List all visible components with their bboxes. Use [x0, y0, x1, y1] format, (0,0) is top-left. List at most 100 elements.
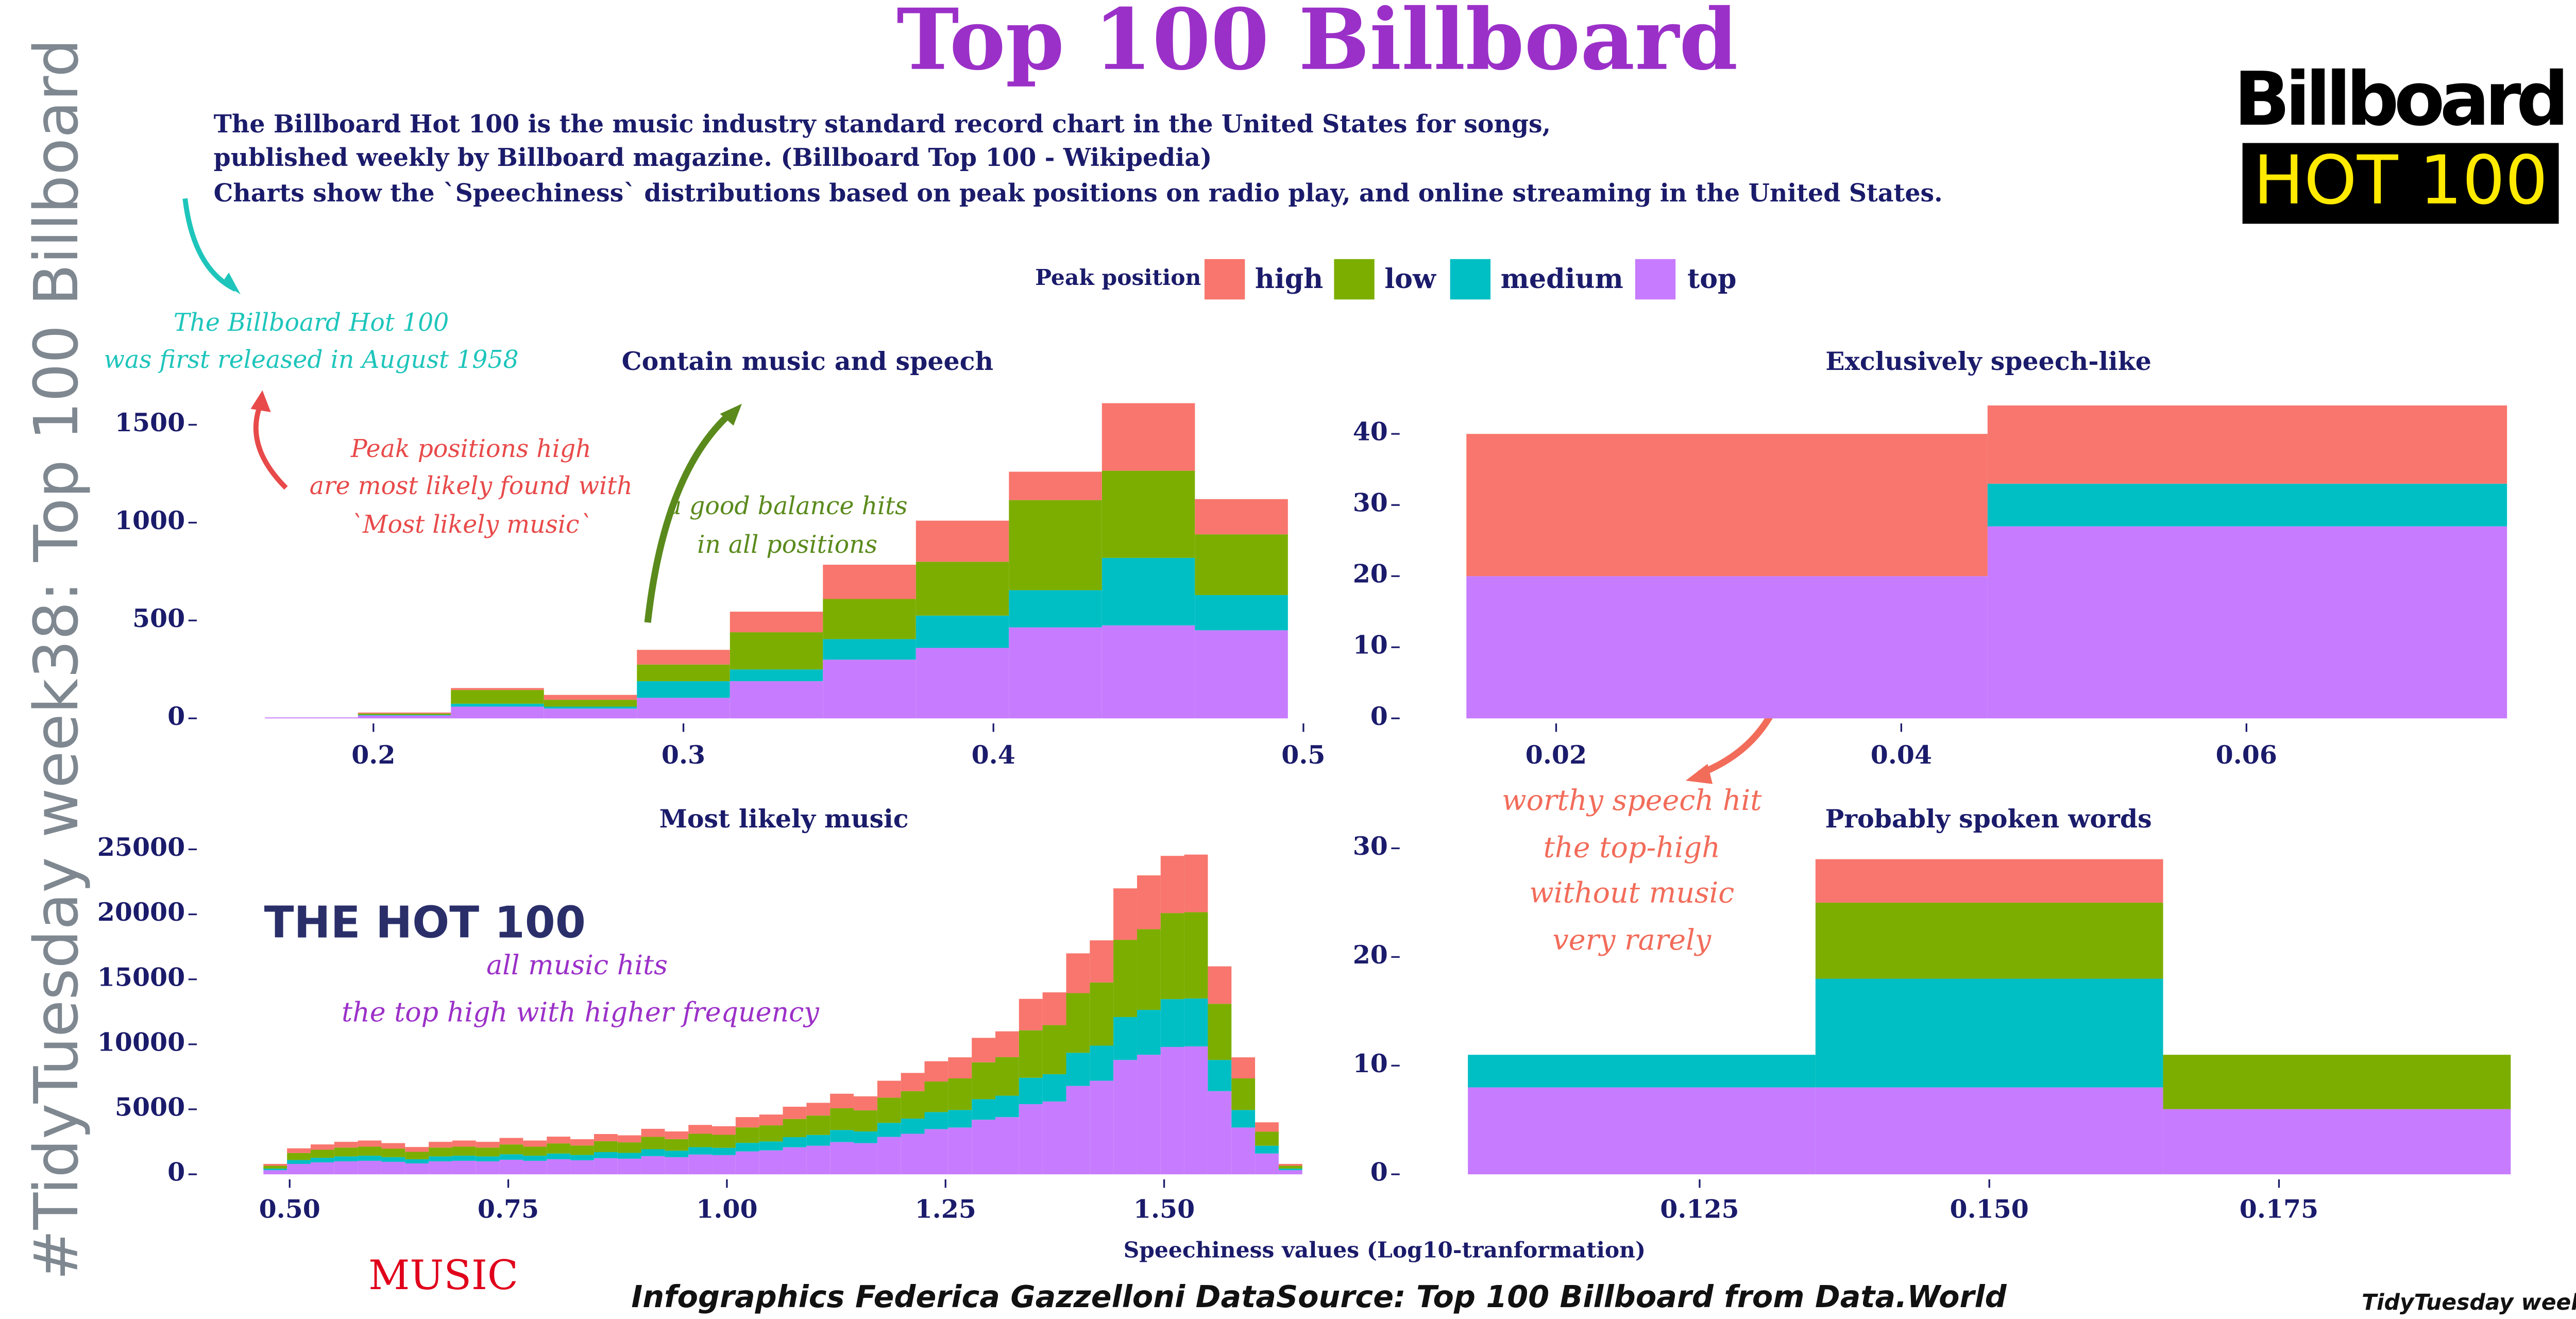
- music-label: MUSIC: [368, 1252, 518, 1299]
- histogram-bar: [1255, 1145, 1279, 1154]
- histogram-bar: [924, 1081, 948, 1112]
- histogram-bar: [665, 1157, 689, 1175]
- histogram-bar: [1101, 557, 1195, 625]
- x-tick-label: 0.3: [662, 740, 705, 770]
- histogram-bar: [310, 1158, 334, 1162]
- histogram-bar: [1815, 1087, 2163, 1175]
- histogram-bar: [405, 1159, 429, 1163]
- histogram-bar: [381, 1157, 405, 1162]
- histogram-bar: [547, 1137, 571, 1144]
- footer: Infographics Federica Gazzelloni DataSou…: [631, 1279, 2007, 1314]
- histogram-bar: [544, 708, 637, 719]
- credit: TidyTuesday week38: [2362, 1290, 2576, 1315]
- x-tick-label: 1.25: [915, 1194, 976, 1224]
- histogram-bar: [523, 1156, 547, 1161]
- x-tick-label: 0.175: [2240, 1194, 2318, 1224]
- histogram-bar: [617, 1153, 641, 1159]
- histogram-bar: [594, 1141, 618, 1153]
- histogram-bar: [730, 632, 823, 670]
- histogram-bar: [1066, 1053, 1090, 1086]
- histogram-bar: [429, 1161, 452, 1175]
- histogram-bar: [641, 1149, 665, 1156]
- histogram-bar: [641, 1137, 665, 1149]
- histogram-bar: [1090, 1080, 1114, 1175]
- hot100-label: THE HOT 100: [264, 897, 586, 948]
- histogram-bar: [1466, 576, 1988, 719]
- histogram-bar: [310, 1144, 334, 1150]
- y-tick-label: 0: [1370, 1157, 1388, 1187]
- annotation-line: a good balance hits: [667, 492, 908, 520]
- histogram-bar: [451, 688, 544, 690]
- histogram-bar: [1184, 998, 1208, 1046]
- histogram-bar: [783, 1147, 807, 1175]
- histogram-bar: [1019, 1104, 1043, 1175]
- histogram-bar: [265, 717, 358, 719]
- histogram-bar: [476, 1147, 500, 1157]
- histogram-bar: [877, 1123, 901, 1137]
- histogram-bar: [972, 1062, 995, 1100]
- histogram-bar: [1042, 1101, 1066, 1175]
- annotation-line: the top high with higher frequency: [342, 997, 820, 1028]
- arrowhead: [1685, 764, 1713, 784]
- panel-title: Exclusively speech-like: [1825, 346, 2151, 376]
- histogram-bar: [358, 1156, 382, 1161]
- histogram-bar: [287, 1164, 311, 1175]
- histogram-bar: [1101, 403, 1195, 471]
- logo-top: Billboard: [2234, 56, 2564, 142]
- y-tick-label: 1500: [115, 408, 185, 437]
- logo-bottom: HOT 100: [2253, 141, 2548, 219]
- histogram-bar: [665, 1139, 689, 1151]
- histogram-bar: [924, 1061, 948, 1082]
- histogram-bar: [1009, 590, 1102, 628]
- histogram-bar: [1208, 1091, 1232, 1175]
- histogram-bar: [854, 1096, 877, 1111]
- legend-swatch: [1635, 259, 1676, 300]
- histogram-bar: [1987, 405, 2507, 484]
- annotation-line: without music: [1529, 876, 1734, 910]
- histogram-bar: [730, 681, 823, 719]
- histogram-bar: [637, 681, 730, 698]
- histogram-bar: [1113, 940, 1137, 1017]
- y-tick-label: 0: [167, 701, 185, 731]
- histogram-bar: [499, 1144, 523, 1155]
- y-tick-label: 15000: [97, 962, 185, 992]
- histogram-bar: [783, 1119, 807, 1138]
- histogram-bar: [1255, 1153, 1279, 1175]
- x-tick-label: 0.06: [2216, 740, 2277, 770]
- histogram-bar: [1113, 888, 1137, 940]
- legend-label: high: [1255, 263, 1323, 295]
- histogram-bar: [665, 1131, 689, 1139]
- histogram-bar: [995, 1117, 1019, 1175]
- histogram-bar: [1137, 1055, 1161, 1175]
- histogram-bar: [1066, 993, 1090, 1053]
- histogram-bar: [452, 1156, 476, 1161]
- billboard-logo: Billboard HOT 100: [2234, 56, 2569, 224]
- histogram-bar: [1987, 483, 2507, 527]
- histogram-bar: [901, 1118, 925, 1134]
- y-tick-label: 10000: [97, 1027, 185, 1057]
- histogram-bar: [499, 1138, 523, 1145]
- histogram-bar: [452, 1140, 476, 1147]
- histogram-bar: [429, 1142, 452, 1148]
- histogram-bar: [358, 713, 451, 715]
- annotation-line: the top-high: [1544, 831, 1720, 864]
- histogram-bar: [1160, 1046, 1184, 1175]
- histogram-bar: [405, 1147, 429, 1152]
- histogram-bar: [637, 698, 730, 719]
- x-tick-label: 0.4: [972, 740, 1015, 770]
- histogram-bar: [429, 1147, 452, 1157]
- histogram-bar: [1113, 1017, 1137, 1060]
- histogram-bar: [1101, 625, 1195, 719]
- histogram-bar: [1137, 929, 1161, 1010]
- histogram-bar: [451, 706, 544, 719]
- histogram-bar: [1278, 1170, 1302, 1175]
- histogram-bar: [1042, 1025, 1066, 1074]
- histogram-bar: [712, 1155, 736, 1175]
- panel-title: Probably spoken words: [1825, 804, 2151, 834]
- annotation-line: all music hits: [486, 950, 668, 981]
- y-tick-label: 500: [132, 603, 185, 633]
- histogram-bar: [1255, 1122, 1279, 1132]
- y-tick-label: 5000: [115, 1092, 185, 1122]
- histogram-bar: [594, 1158, 618, 1175]
- histogram-bar: [1184, 912, 1208, 999]
